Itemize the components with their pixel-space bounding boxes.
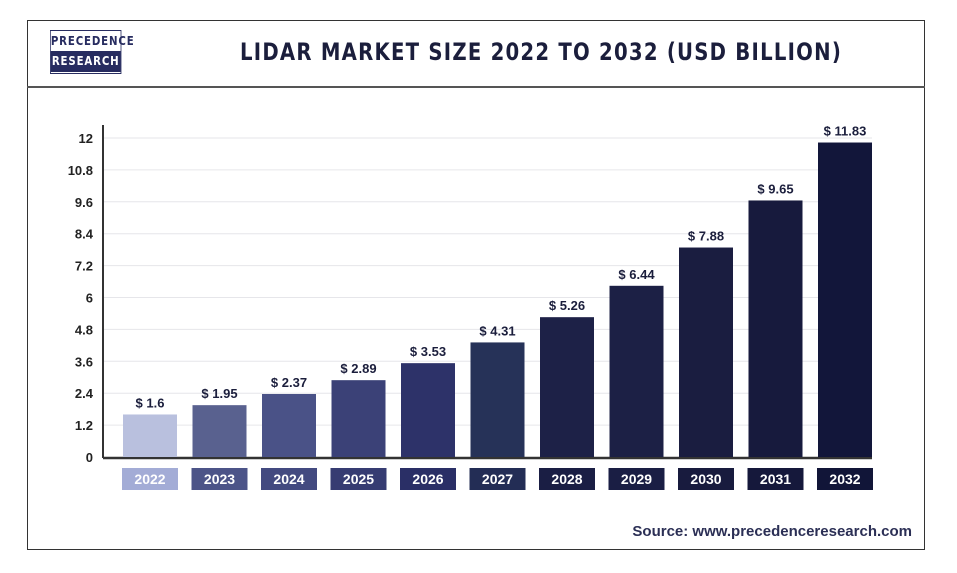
x-tick-label: 2027 — [482, 471, 513, 487]
header-divider — [27, 86, 925, 88]
value-label: $ 1.6 — [136, 395, 165, 410]
bar-2028 — [540, 317, 594, 457]
x-label-box — [539, 468, 595, 490]
x-label-box — [261, 468, 317, 490]
y-tick-label: 4.8 — [75, 322, 93, 337]
x-tick-label: 2031 — [760, 471, 791, 487]
x-tick-label: 2024 — [273, 471, 304, 487]
y-tick-label: 1.2 — [75, 418, 93, 433]
x-label-box — [747, 468, 804, 490]
x-tick-label: 2023 — [204, 471, 235, 487]
x-label-box — [608, 468, 665, 490]
bar-2023 — [192, 405, 247, 457]
bar-2031 — [748, 200, 803, 458]
y-tick-label: 10.8 — [68, 163, 93, 178]
y-tick-label: 9.6 — [75, 195, 93, 210]
bar-2027 — [470, 342, 525, 457]
chart-frame — [27, 20, 925, 550]
chart-title: LIDAR MARKET SIZE 2022 TO 2032 (USD BILL… — [240, 38, 843, 66]
bar-2024 — [262, 393, 316, 457]
bar-2029 — [609, 285, 664, 457]
bar-2025 — [331, 380, 386, 457]
x-label-box — [400, 468, 456, 490]
value-label: $ 11.83 — [824, 124, 867, 139]
bar-2032 — [818, 142, 872, 457]
value-label: $ 6.44 — [618, 267, 655, 282]
y-tick-label: 0 — [86, 450, 93, 465]
value-label: $ 1.95 — [201, 386, 237, 401]
x-tick-label: 2032 — [829, 471, 860, 487]
value-label: $ 4.31 — [479, 323, 515, 338]
value-label: $ 2.89 — [340, 361, 376, 376]
bar-2022 — [123, 414, 177, 457]
x-label-box — [122, 468, 178, 490]
source-text: Source: www.precedenceresearch.com — [632, 523, 912, 540]
y-tick-label: 6 — [86, 291, 93, 306]
bar-2030 — [679, 247, 733, 457]
bar-2026 — [401, 363, 455, 457]
x-tick-label: 2030 — [690, 471, 721, 487]
y-tick-label: 2.4 — [75, 386, 94, 401]
x-tick-label: 2029 — [621, 471, 652, 487]
value-label: $ 7.88 — [688, 229, 724, 244]
y-tick-label: 7.2 — [75, 259, 93, 274]
logo-top: PRECEDENCE — [50, 31, 134, 51]
value-label: $ 3.53 — [410, 344, 446, 359]
x-label-box — [191, 468, 248, 490]
x-tick-label: 2025 — [343, 471, 374, 487]
value-label: $ 2.37 — [271, 375, 307, 390]
logo: PRECEDENCE RESEARCH — [50, 30, 134, 74]
x-label-box — [817, 468, 873, 490]
x-tick-label: 2022 — [134, 471, 165, 487]
value-label: $ 9.65 — [757, 181, 793, 196]
x-label-box — [330, 468, 387, 490]
x-label-box — [678, 468, 734, 490]
y-tick-label: 3.6 — [75, 354, 93, 369]
x-tick-label: 2028 — [551, 471, 582, 487]
x-label-box — [469, 468, 526, 490]
y-tick-label: 8.4 — [75, 227, 94, 242]
x-tick-label: 2026 — [412, 471, 443, 487]
y-tick-label: 12 — [79, 131, 93, 146]
logo-bottom: RESEARCH — [50, 51, 121, 72]
value-label: $ 5.26 — [549, 298, 585, 313]
